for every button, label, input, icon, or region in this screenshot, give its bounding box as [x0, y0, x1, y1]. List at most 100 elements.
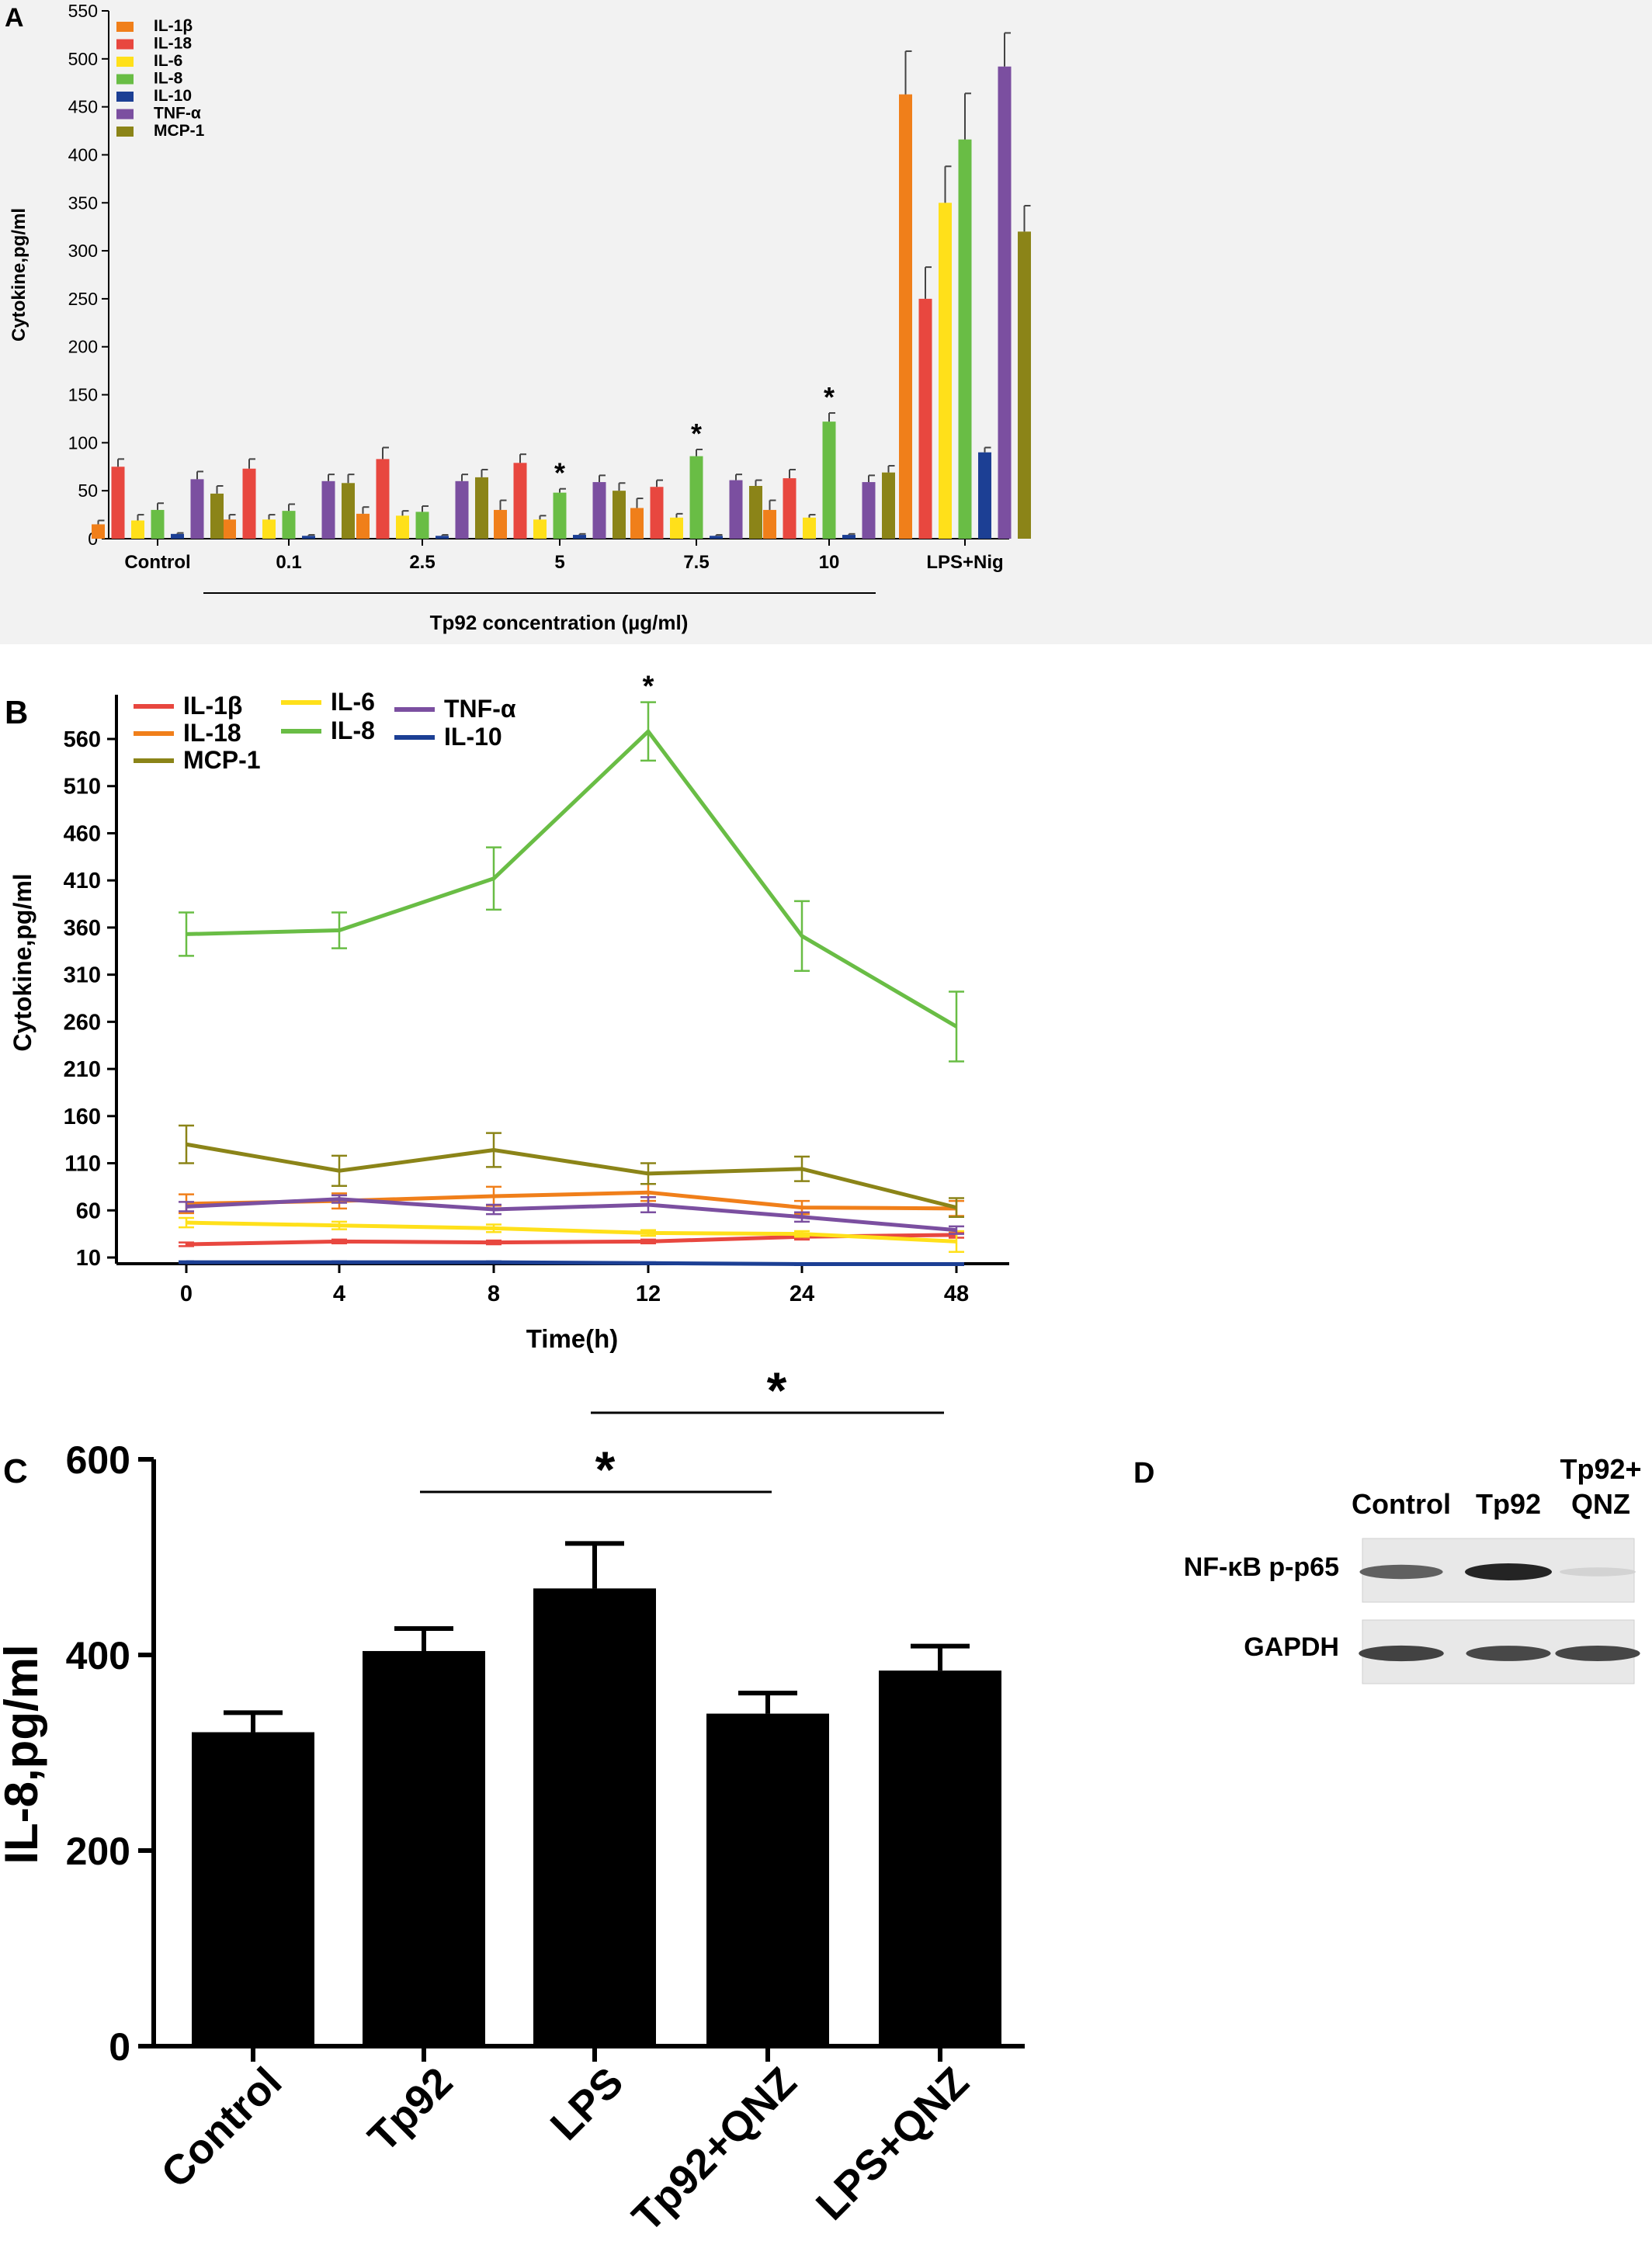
- bar-il-6-lps-nig: [939, 203, 952, 539]
- y-axis-title: IL-8,pg/ml: [0, 1644, 47, 1864]
- legend-swatch-il-1: [116, 22, 134, 32]
- blot-lane-label-tp92-qnz-line2: QNZ: [1571, 1488, 1630, 1520]
- legend-label-il-10: IL-10: [154, 87, 192, 105]
- y-tick-label: 460: [64, 821, 101, 846]
- legend-label-il-8: IL-8: [331, 716, 375, 744]
- legend-label-tnf: TNF-α: [444, 695, 516, 723]
- y-tick-label: 400: [68, 144, 98, 165]
- legend-label-il-18: IL-18: [183, 719, 241, 747]
- x-tick-label: 4: [333, 1282, 345, 1306]
- blot-row-label-p65: NF-κB p-p65: [1184, 1552, 1339, 1582]
- blot-row-label-gapdh: GAPDH: [1244, 1632, 1339, 1662]
- bar-il-18-2-5: [376, 459, 390, 539]
- blot-band-nf-b-p-p65-tp92: [1465, 1563, 1552, 1580]
- significance-star: *: [824, 381, 835, 413]
- bar-il-10-10: [842, 535, 856, 539]
- bar-il-6-10: [803, 517, 816, 539]
- legend-swatch-mcp-1: [116, 127, 134, 137]
- bar-il-10-0-1: [302, 536, 315, 539]
- bar-il-8-7-5: [689, 456, 703, 539]
- bar-il-8-lps-nig: [958, 139, 972, 539]
- x-tick-label-2-5: 2.5: [409, 552, 435, 573]
- bar-il-1-10: [763, 509, 776, 539]
- blot-band-gapdh-tp92: [1466, 1646, 1551, 1661]
- line-tnf: [186, 1197, 957, 1233]
- bar-il-10-5: [573, 535, 586, 539]
- x-tick-label-5: 5: [554, 552, 564, 573]
- significance-star: *: [767, 1362, 787, 1419]
- panel-label-a: A: [5, 3, 24, 33]
- blot-lane-label-tp92-qnz-line1: Tp92+: [1560, 1453, 1641, 1485]
- bar-mcp-1-10: [882, 472, 895, 539]
- bar-il-1-2-5: [356, 513, 370, 539]
- significance-star: *: [691, 418, 702, 449]
- y-tick-label: 150: [68, 385, 98, 405]
- x-tick-label-10: 10: [819, 552, 840, 573]
- bar-mcp-1-5: [613, 491, 626, 539]
- significance-star: *: [554, 457, 565, 489]
- bar-il-8-10: [822, 421, 836, 539]
- y-tick-label: 450: [68, 97, 98, 117]
- y-tick-label: 110: [64, 1152, 101, 1177]
- panel-label-c: C: [3, 1452, 28, 1490]
- legend-label-mcp-1: MCP-1: [183, 746, 261, 774]
- blot-band-nf-b-p-p65-control: [1359, 1564, 1443, 1580]
- bar-control: [192, 1732, 314, 2046]
- bar-tnf-5: [592, 482, 606, 539]
- bar-il-18-control: [111, 467, 125, 539]
- y-tick-label: 100: [68, 432, 98, 453]
- x-tick-label-tp92: Tp92: [359, 2059, 462, 2161]
- y-tick-label: 400: [66, 1634, 130, 1677]
- blot-band-gapdh-tp92-qnz: [1555, 1646, 1640, 1661]
- bar-il-18-5: [513, 463, 527, 539]
- blot-lane-label-control: Control: [1352, 1488, 1451, 1520]
- y-tick-label: 200: [66, 1830, 130, 1873]
- y-tick-label: 410: [64, 869, 101, 893]
- blot-band-gapdh-control: [1359, 1645, 1444, 1662]
- x-tick-label-lps-nig: LPS+Nig: [926, 552, 1003, 573]
- x-tick-label: 8: [488, 1282, 500, 1306]
- x-tick-label-lps: LPS: [542, 2059, 633, 2149]
- bar-lps-qnz: [879, 1670, 1001, 2046]
- bar-mcp-1-lps-nig: [1018, 231, 1031, 539]
- significance-star: *: [595, 1441, 616, 1498]
- western-blot-panel: Control Tp92 Tp92+ QNZ NF-κB p-p65 GAPDH: [1184, 1453, 1642, 1684]
- bar-il-10-lps-nig: [978, 452, 991, 539]
- bar-il-18-10: [783, 478, 796, 539]
- bar-mcp-1-0-1: [342, 483, 355, 539]
- bar-il-10-7-5: [710, 536, 723, 539]
- blot-band-nf-b-p-p65-tp92-qnz: [1560, 1567, 1636, 1577]
- x-tick-label: 0: [180, 1282, 193, 1306]
- y-tick-label: 350: [68, 193, 98, 213]
- line-il-6: [186, 1220, 957, 1244]
- y-tick-label: 200: [68, 337, 98, 357]
- bar-il-6-5: [533, 519, 547, 539]
- bar-il-8-2-5: [415, 512, 429, 539]
- bar-il-1-lps-nig: [899, 94, 912, 539]
- bar-mcp-1-control: [210, 493, 224, 539]
- y-axis-title: Cytokine,pg/ml: [9, 873, 36, 1051]
- y-tick-label: 10: [76, 1246, 101, 1271]
- bar-il-1-5: [494, 509, 507, 539]
- x-tick-label-tp92-qnz: Tp92+QNZ: [623, 2059, 805, 2240]
- x-tick-label-lps-qnz: LPS+QNZ: [807, 2059, 978, 2229]
- legend-label-il-6: IL-6: [154, 52, 182, 70]
- bar-il-8-control: [151, 509, 165, 539]
- x-tick-label: 12: [636, 1282, 661, 1306]
- bar-il-6-control: [131, 520, 144, 539]
- bar-tnf-0-1: [321, 480, 335, 539]
- x-tick-label-control: Control: [124, 552, 190, 573]
- y-tick-label: 550: [68, 1, 98, 21]
- blot-lane-label-tp92: Tp92: [1476, 1488, 1541, 1520]
- y-tick-label: 210: [64, 1057, 101, 1082]
- panel-label-d: D: [1133, 1457, 1154, 1490]
- bar-il-10-control: [171, 533, 184, 539]
- legend-label-il-8: IL-8: [154, 70, 183, 88]
- chart-panel-c: 0 200 400 600 IL-8,pg/ml Control Tp92 LPSTp92+Q…: [0, 1362, 1025, 2241]
- line-mcp-1: [186, 1142, 957, 1210]
- legend-label-il-6: IL-6: [331, 688, 375, 716]
- bar-il-1-control: [92, 524, 105, 539]
- bar-tnf-lps-nig: [998, 66, 1012, 539]
- legend-label-il-1: IL-1β: [154, 17, 193, 35]
- legend-swatch-il-10: [116, 92, 134, 102]
